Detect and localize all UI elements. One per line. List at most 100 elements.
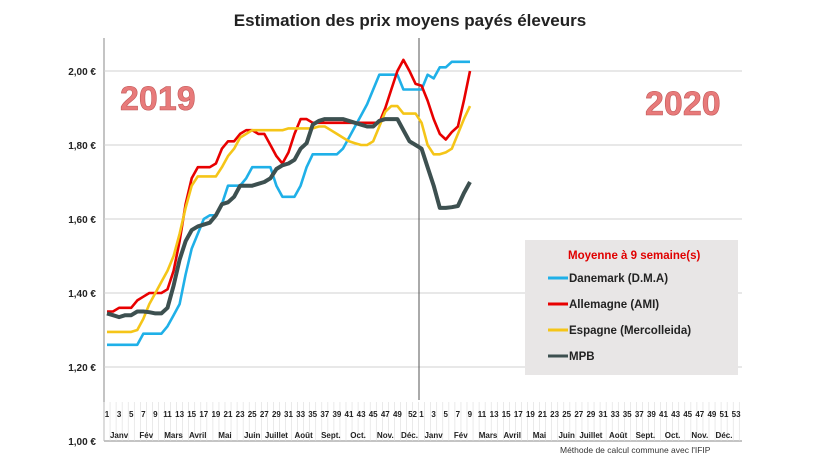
series-line-allemagne [107,58,472,313]
month-label: Mars [164,431,183,440]
x-tick-label: 15 [502,410,511,419]
x-tick-label: 19 [211,410,220,419]
x-tick-label: 27 [574,410,583,419]
x-tick-label: 3 [117,410,122,419]
month-label: Juin [558,431,575,440]
x-tick-label: 9 [468,410,473,419]
series-line-danemark [107,60,470,347]
chart-title: Estimation des prix moyens payés éleveur… [234,11,586,30]
x-tick-label: 5 [129,410,134,419]
month-label: Mai [218,431,231,440]
month-label: Mars [479,431,498,440]
month-label: Avril [504,431,522,440]
month-label: Août [295,431,314,440]
x-tick-label: 29 [272,410,281,419]
x-tick-label: 35 [623,410,632,419]
x-tick-label: 3 [431,410,436,419]
month-label: Août [609,431,628,440]
y-tick-label: 1,80 € [68,141,96,152]
year-label-2019: 2019 [120,80,196,118]
x-tick-label: 37 [320,410,329,419]
x-tick-label: 52 [408,410,417,419]
x-tick-label: 47 [381,410,390,419]
x-tick-label: 45 [683,410,692,419]
x-tick-label: 11 [163,410,172,419]
x-tick-label: 7 [456,410,461,419]
month-label: Janv [424,431,443,440]
x-tick-label: 7 [141,410,146,419]
x-tick-label: 41 [659,410,668,419]
x-tick-label: 5 [443,410,448,419]
legend: Moyenne à 9 semaine(s) Danemark (D.M.A) A… [525,240,738,375]
x-tick-label: 27 [260,410,269,419]
x-tick-label: 21 [538,410,547,419]
month-label: Oct. [350,431,366,440]
x-tick-label: 45 [369,410,378,419]
legend-label: MPB [569,351,595,363]
x-tick-label: 23 [550,410,559,419]
x-tick-label: 33 [611,410,620,419]
month-label: Mai [533,431,546,440]
x-tick-label: 13 [175,410,184,419]
legend-label: Allemagne (AMI) [569,299,659,311]
x-tick-label: 43 [357,410,366,419]
month-label: Avril [189,431,207,440]
month-label: Déc. [401,431,418,440]
month-label: Janv [110,431,129,440]
month-label: Juillet [579,431,602,440]
x-tick-label: 49 [707,410,716,419]
x-tick-label: 39 [332,410,341,419]
y-tick-label: 2,00 € [68,67,96,78]
x-tick-label: 21 [224,410,233,419]
x-tick-label: 19 [526,410,535,419]
x-tick-label: 31 [284,410,293,419]
y-tick-label: 1,40 € [68,289,96,300]
month-label: Fév [139,431,153,440]
month-label: Sept. [321,431,341,440]
y-tick-label: 1,20 € [68,363,96,374]
x-tick-label: 53 [732,410,741,419]
month-label: Nov. [691,431,708,440]
x-tick-label: 43 [671,410,680,419]
x-tick-label: 11 [478,410,487,419]
month-label: Juillet [265,431,288,440]
month-label: Déc. [716,431,733,440]
x-tick-label: 15 [187,410,196,419]
footnote: Méthode de calcul commune avec l'IFIP [560,445,711,455]
x-tick-label: 9 [153,410,158,419]
series-line-mpb [106,117,472,320]
x-tick-label: 1 [419,410,424,419]
legend-title: Moyenne à 9 semaine(s) [568,250,700,262]
x-tick-label: 23 [236,410,245,419]
x-tick-label: 39 [647,410,656,419]
x-tick-label: 47 [695,410,704,419]
x-tick-label: 49 [393,410,402,419]
x-tick-label: 31 [599,410,608,419]
legend-label: Danemark (D.M.A) [569,273,668,285]
month-label: Fév [454,431,468,440]
y-tick-label: 1,00 € [68,437,96,448]
x-tick-label: 51 [720,410,729,419]
series-line-espagne [107,104,472,334]
x-tick-label: 25 [248,410,257,419]
x-tick-label: 29 [586,410,595,419]
x-tick-label: 17 [199,410,208,419]
x-tick-label: 25 [562,410,571,419]
month-label: Oct. [665,431,681,440]
x-tick-label: 35 [308,410,317,419]
x-tick-label: 1 [105,410,110,419]
x-tick-label: 17 [514,410,523,419]
month-label: Juin [244,431,261,440]
x-tick-label: 13 [490,410,499,419]
x-tick-label: 33 [296,410,305,419]
year-label-2020: 2020 [645,85,721,123]
legend-label: Espagne (Mercolleida) [569,325,691,337]
month-label: Nov. [377,431,394,440]
x-tick-label: 37 [635,410,644,419]
legend-box [525,240,738,375]
y-tick-label: 1,60 € [68,215,96,226]
month-label: Sept. [636,431,656,440]
x-tick-label: 41 [345,410,354,419]
